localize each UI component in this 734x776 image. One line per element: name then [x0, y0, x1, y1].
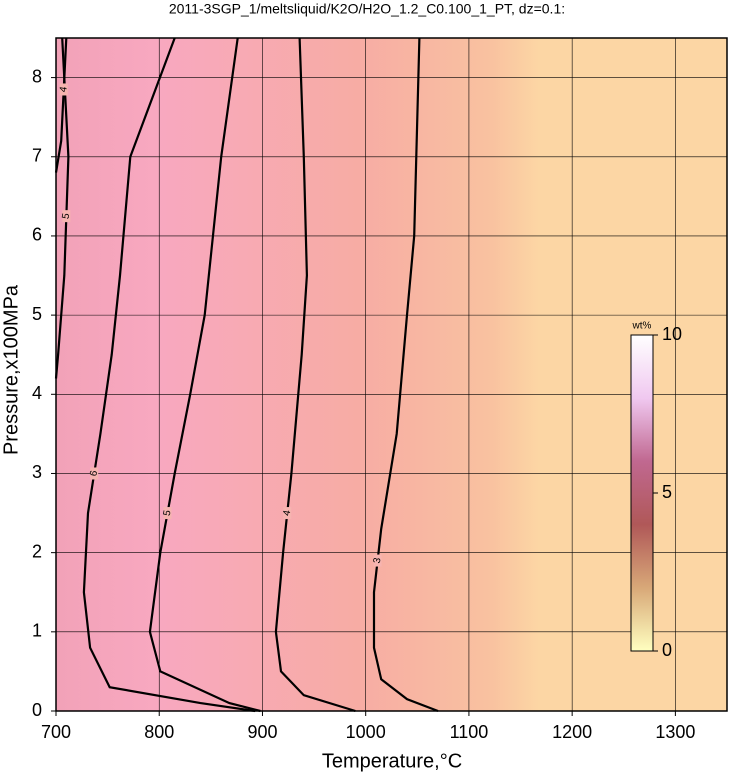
x-tick-label: 700	[41, 722, 71, 742]
y-tick-label: 0	[32, 700, 42, 720]
x-tick-label: 1300	[655, 722, 695, 742]
x-tick-label: 1200	[552, 722, 592, 742]
contour-label-bg	[59, 83, 68, 96]
x-tick-label: 800	[144, 722, 174, 742]
contour-line	[54, 37, 68, 173]
plot-frame	[55, 37, 728, 712]
y-tick-label: 2	[32, 541, 42, 561]
y-tick-label: 7	[32, 146, 42, 166]
colorbar-tick-label: 0	[662, 640, 672, 660]
contour-label: 4	[58, 85, 70, 93]
contour-label: 5	[61, 212, 73, 220]
contour-label-bg	[163, 507, 172, 520]
colorbar-tick-label: 10	[662, 324, 682, 344]
contour-label: 3	[372, 556, 384, 564]
x-tick-label: 1100	[450, 722, 489, 742]
contour-line	[82, 37, 256, 713]
y-tick-label: 1	[32, 621, 42, 641]
contour-line	[54, 37, 70, 379]
x-tick-label: 900	[247, 722, 277, 742]
colorbar	[630, 334, 654, 652]
x-tick-label: 1000	[346, 722, 386, 742]
contour-label: 5	[162, 509, 174, 517]
y-tick-label: 5	[32, 304, 42, 324]
x-axis-label: Temperature,°C	[322, 750, 462, 772]
contour-label-bg	[373, 554, 382, 567]
y-tick-label: 3	[32, 462, 42, 482]
y-tick-label: 8	[32, 66, 42, 86]
colorbar-tick-label: 5	[662, 482, 672, 502]
contour-label-bg	[90, 467, 99, 480]
colorbar-label: wt%	[632, 321, 652, 332]
y-tick-label: 6	[32, 225, 42, 245]
contour-label-bg	[62, 210, 71, 223]
chart-title: 2011-3SGP_1/meltsliquid/K2O/H2O_1.2_C0.1…	[169, 1, 565, 17]
contour-label: 6	[88, 469, 100, 477]
contour-label-bg	[283, 507, 292, 520]
y-tick-label: 4	[32, 383, 42, 403]
y-axis-label: Pressure,x100MPa	[0, 284, 22, 455]
plot-background	[56, 38, 727, 711]
contour-label: 4	[281, 509, 293, 517]
